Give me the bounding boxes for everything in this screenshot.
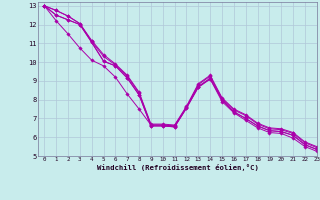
X-axis label: Windchill (Refroidissement éolien,°C): Windchill (Refroidissement éolien,°C) bbox=[97, 164, 259, 171]
